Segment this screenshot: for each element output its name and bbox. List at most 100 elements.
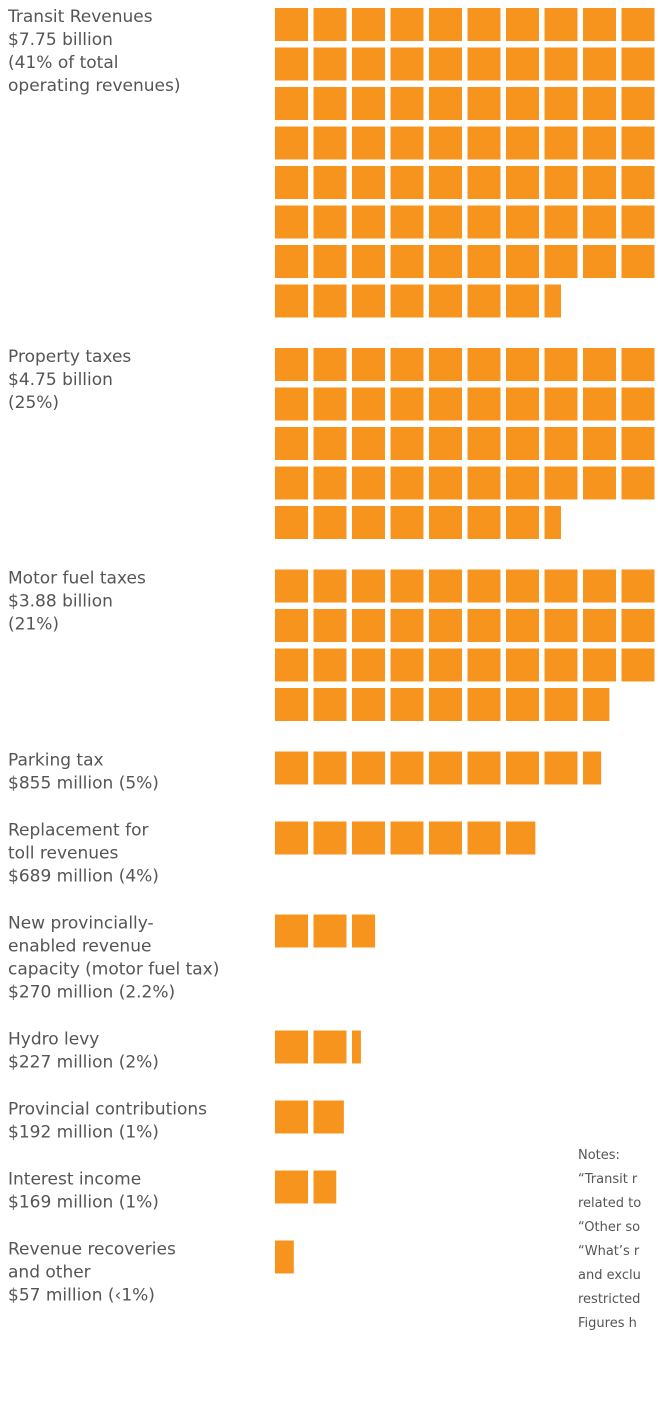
unit-square xyxy=(429,821,462,855)
unit-square xyxy=(544,427,578,460)
unit-square xyxy=(621,205,655,239)
unit-square xyxy=(583,648,616,682)
unit-square xyxy=(429,688,462,721)
unit-square xyxy=(352,387,385,421)
item-label: $169 million (1%) xyxy=(8,1193,159,1213)
unit-square xyxy=(506,751,539,785)
unit-square xyxy=(544,466,578,500)
unit-square xyxy=(467,126,501,160)
item-label: Provincial contributions xyxy=(8,1100,207,1120)
unit-square xyxy=(390,821,424,855)
unit-square xyxy=(583,569,616,603)
unit-square xyxy=(621,609,655,642)
unit-square xyxy=(275,166,308,199)
unit-square xyxy=(275,47,308,81)
unit-square xyxy=(467,569,501,603)
unit-square xyxy=(467,648,501,682)
unit-square xyxy=(429,8,462,41)
unit-square xyxy=(429,166,462,199)
note-line: Notes: xyxy=(578,1148,620,1163)
unit-square xyxy=(506,466,539,500)
unit-square xyxy=(390,166,424,199)
unit-square xyxy=(544,688,578,721)
unit-square xyxy=(313,1030,347,1064)
unit-square xyxy=(544,387,578,421)
unit-square xyxy=(313,569,347,603)
note-line: related to xyxy=(578,1196,641,1211)
unit-square xyxy=(275,205,308,239)
item-label: Replacement for xyxy=(8,821,148,841)
unit-square xyxy=(352,751,385,785)
unit-square xyxy=(621,466,655,500)
unit-square xyxy=(544,348,578,381)
unit-square xyxy=(583,166,616,199)
unit-square xyxy=(621,427,655,460)
unit-square xyxy=(352,506,385,539)
unit-square xyxy=(544,648,578,682)
item-label: (21%) xyxy=(8,615,59,635)
unit-square xyxy=(544,609,578,642)
item-label: Transit Revenues xyxy=(7,7,153,27)
unit-square xyxy=(583,245,616,278)
unit-square xyxy=(390,569,424,603)
unit-square xyxy=(352,821,385,855)
item-label: enabled revenue xyxy=(8,937,151,957)
unit-square xyxy=(467,87,501,120)
unit-square xyxy=(313,1170,337,1204)
unit-square xyxy=(275,284,308,318)
unit-square xyxy=(390,126,424,160)
item-label: $855 million (5%) xyxy=(8,774,159,794)
unit-square xyxy=(583,387,616,421)
unit-square xyxy=(275,648,308,682)
unit-square xyxy=(275,914,308,948)
item-label: $227 million (2%) xyxy=(8,1053,159,1073)
unit-square xyxy=(352,648,385,682)
unit-square xyxy=(506,506,539,539)
unit-square xyxy=(467,284,501,318)
unit-square xyxy=(467,205,501,239)
unit-square xyxy=(429,348,462,381)
note-line: “Transit r xyxy=(578,1172,638,1187)
unit-square xyxy=(544,166,578,199)
note-line: restricted xyxy=(578,1292,640,1307)
unit-square xyxy=(352,688,385,721)
unit-square xyxy=(313,466,347,500)
unit-square xyxy=(621,348,655,381)
unit-square xyxy=(352,609,385,642)
unit-square xyxy=(583,466,616,500)
unit-square xyxy=(621,8,655,41)
unit-square xyxy=(583,427,616,460)
unit-square xyxy=(544,506,561,539)
item-label: Parking tax xyxy=(8,751,104,771)
unit-square xyxy=(275,506,308,539)
unit-square xyxy=(275,688,308,721)
unit-square xyxy=(313,387,347,421)
item-label: capacity (motor fuel tax) xyxy=(8,960,219,980)
unit-square xyxy=(467,348,501,381)
unit-square xyxy=(390,205,424,239)
unit-square xyxy=(313,751,347,785)
unit-square xyxy=(467,688,501,721)
item-label: $4.75 billion xyxy=(8,370,113,390)
unit-square xyxy=(313,1100,344,1134)
unit-square xyxy=(275,348,308,381)
unit-square xyxy=(275,1030,308,1064)
unit-square xyxy=(275,821,308,855)
note-line: “Other so xyxy=(578,1220,640,1235)
unit-square xyxy=(467,821,501,855)
unit-square xyxy=(390,609,424,642)
unit-square xyxy=(275,387,308,421)
unit-square xyxy=(506,427,539,460)
unit-square xyxy=(544,87,578,120)
unit-square xyxy=(583,205,616,239)
unit-square xyxy=(429,245,462,278)
unit-square xyxy=(621,166,655,199)
unit-square xyxy=(621,569,655,603)
unit-square xyxy=(621,126,655,160)
unit-square xyxy=(506,348,539,381)
unit-square xyxy=(390,284,424,318)
unit-square xyxy=(390,245,424,278)
unit-square xyxy=(506,648,539,682)
unit-square xyxy=(506,8,539,41)
unit-square xyxy=(583,87,616,120)
